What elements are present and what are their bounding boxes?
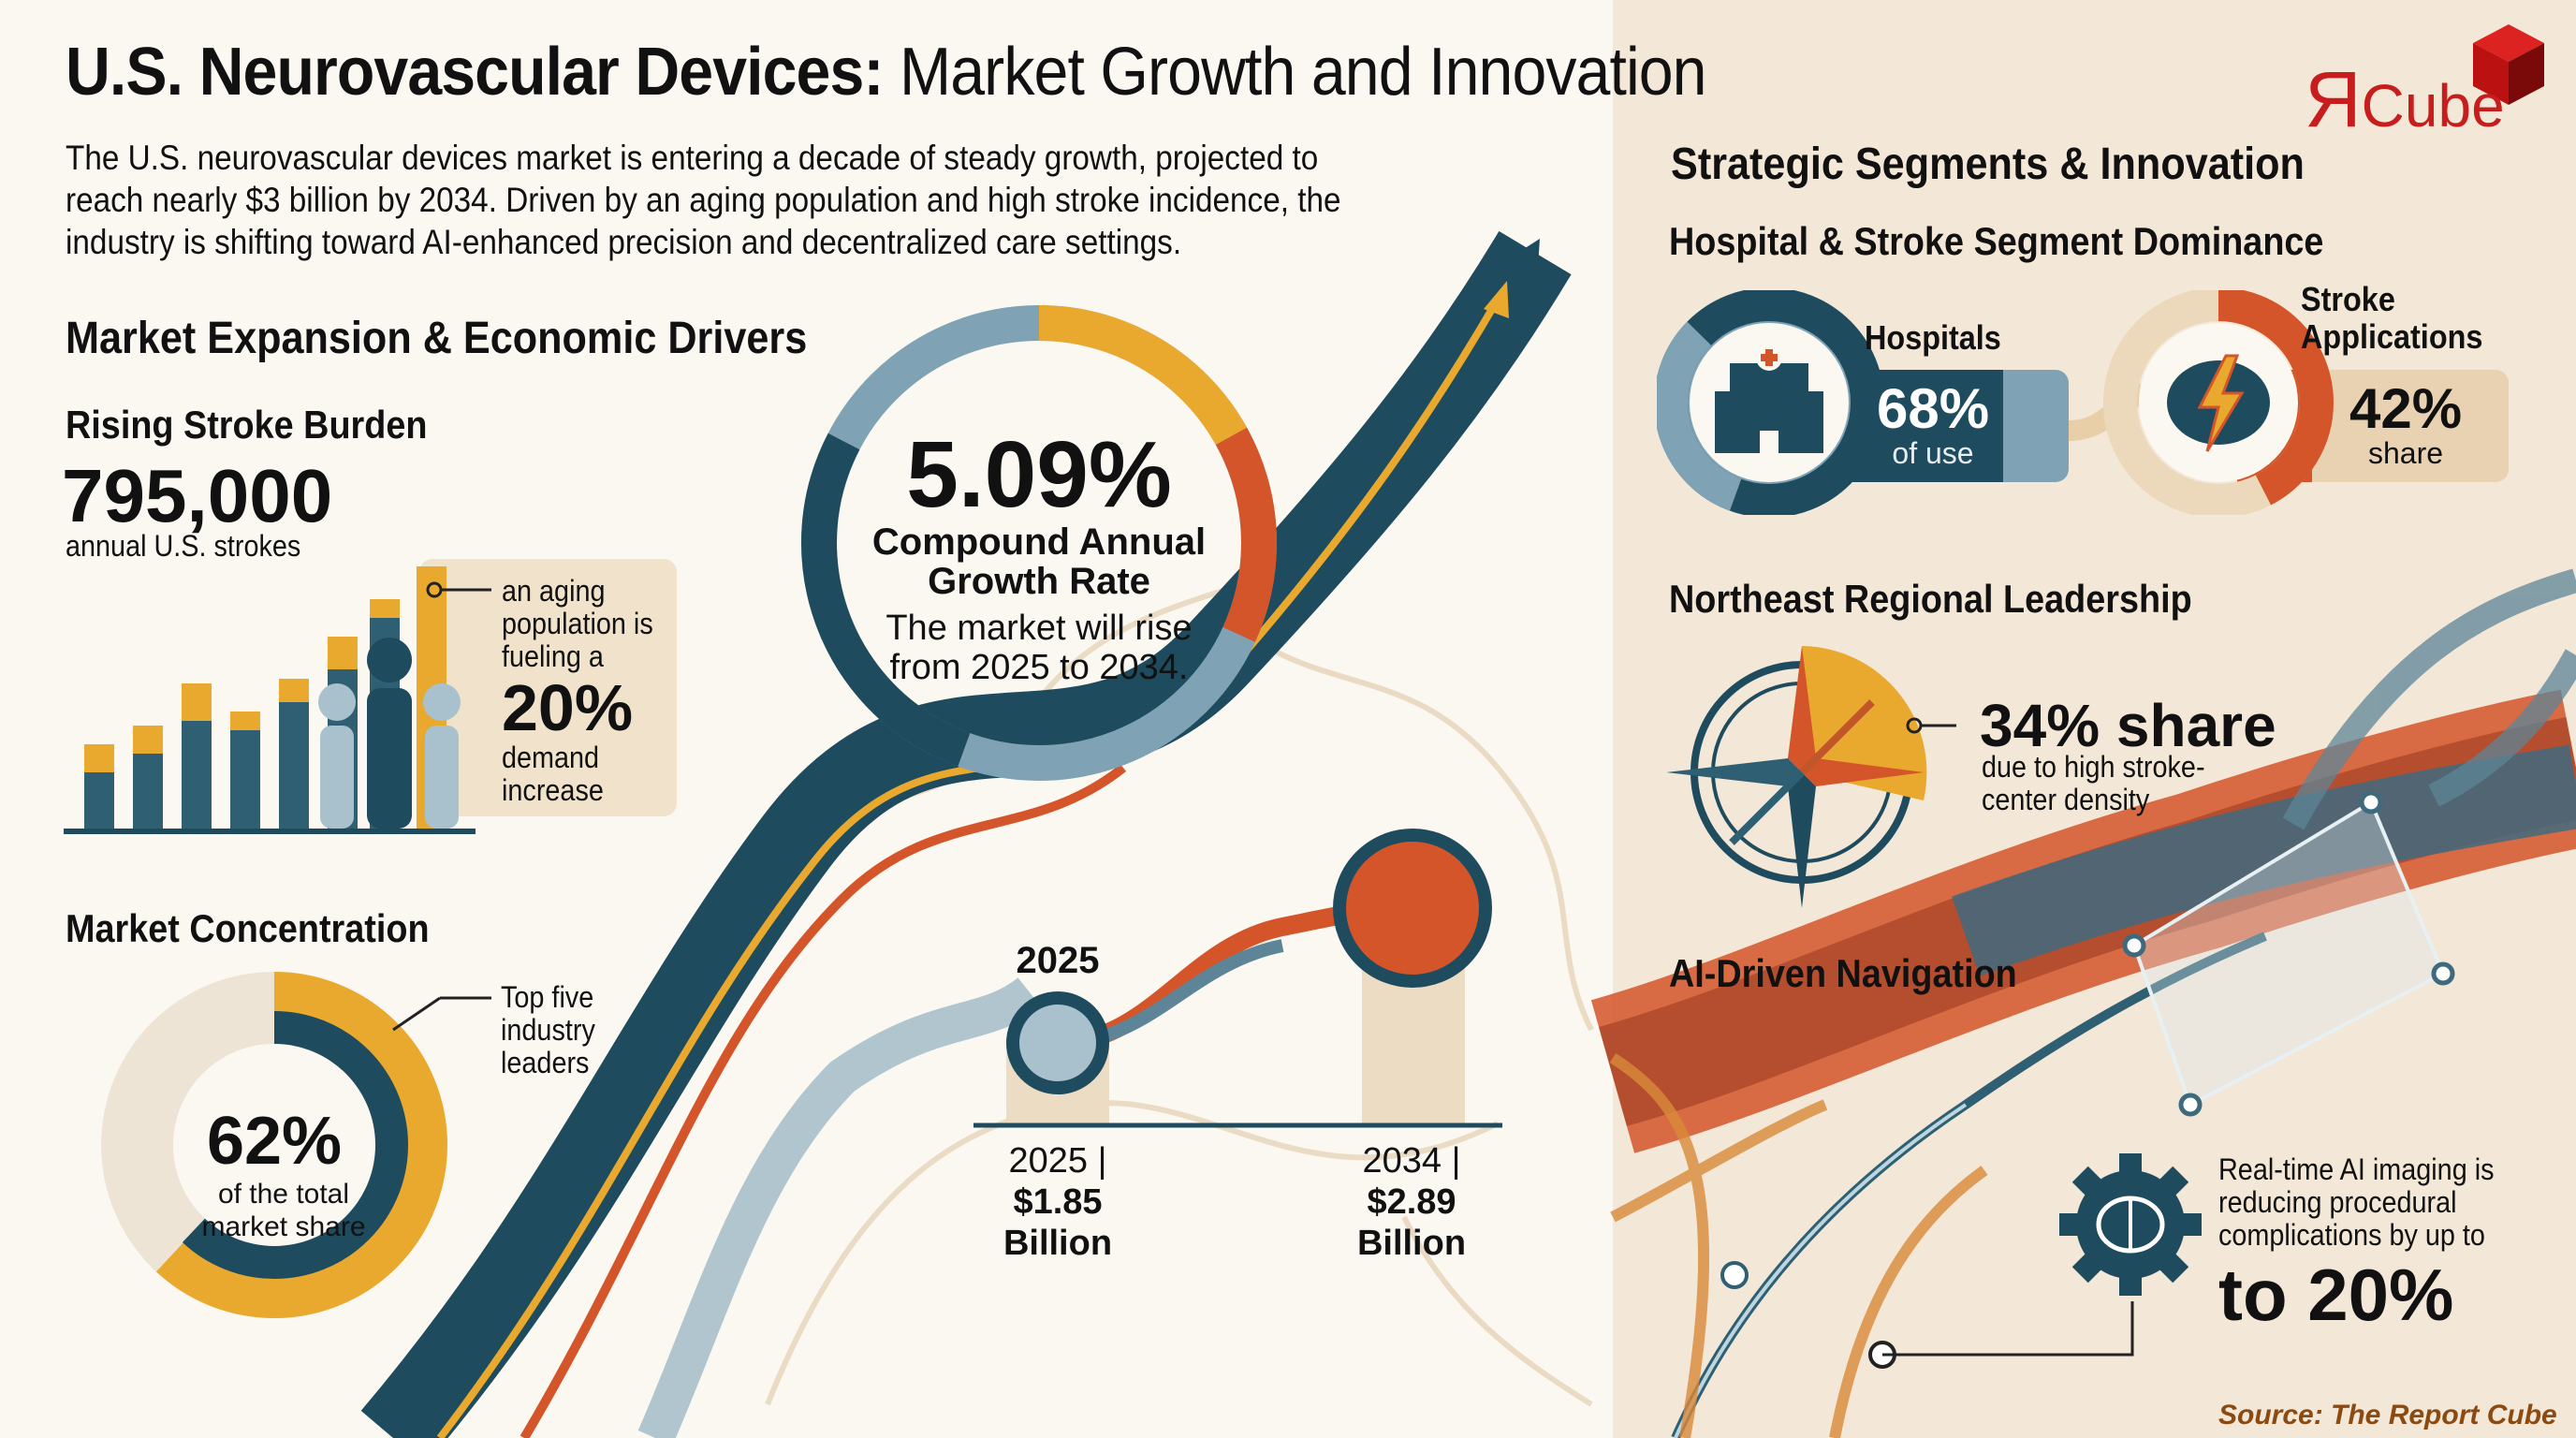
- title-regular: Market Growth and Innovation: [900, 35, 1707, 110]
- donut-segment-outer: [101, 972, 447, 1318]
- start-year: 2025 |: [1008, 1141, 1107, 1181]
- start-value: $1.85: [1013, 1182, 1103, 1222]
- marker-2025: [1006, 991, 1109, 1094]
- market-value-chart: [973, 829, 1502, 1128]
- stroke-applications-caption: share: [2367, 436, 2444, 470]
- region-title: Northeast Regional Leadership: [1669, 577, 2192, 621]
- concentration-value: 62%: [206, 1104, 343, 1179]
- cagr-label: Compound Annual Growth Rate: [871, 521, 1207, 602]
- ai-navigation-title: AI-Driven Navigation: [1669, 951, 2017, 995]
- compass-icon: [1666, 646, 1956, 908]
- end-unit: Billion: [1356, 1224, 1467, 1263]
- cagr-value: 5.09%: [906, 422, 1172, 527]
- top-five-callout: Top five industry leaders: [501, 980, 595, 1079]
- section-title-strategic: Strategic Segments & Innovation: [1671, 139, 2305, 189]
- end-value: $2.89: [1367, 1182, 1456, 1222]
- end-year: 2034 |: [1362, 1141, 1461, 1181]
- stroke-bar-chart-illustration: [64, 566, 491, 834]
- title-bold: U.S. Neurovascular Devices:: [66, 35, 884, 110]
- logo-text: Cube: [2361, 72, 2505, 139]
- segments-title: Hospital & Stroke Segment Dominance: [1669, 219, 2324, 263]
- market-concentration-donut: [101, 972, 491, 1318]
- aging-callout-text: an aging population is fueling a: [502, 574, 653, 673]
- stroke-count-value: 795,000: [62, 454, 333, 537]
- people-icon: [318, 638, 461, 829]
- stroke-applications-label: Stroke Applications: [2301, 280, 2483, 356]
- intro-paragraph: The U.S. neurovascular devices market is…: [66, 139, 1341, 261]
- stroke-count-caption: annual U.S. strokes: [66, 529, 301, 563]
- hospital-icon: [1715, 345, 1823, 453]
- demand-increase-value: 20%: [502, 671, 634, 744]
- cagr-ring: [801, 305, 1277, 781]
- aging-callout-box: [419, 559, 677, 816]
- ai-reduction-value: to 20%: [2218, 1254, 2454, 1336]
- hospitals-label: Hospitals: [1865, 318, 2001, 357]
- stroke-burden-title: Rising Stroke Burden: [66, 403, 428, 447]
- logo-letter: Я: [2305, 55, 2362, 143]
- concentration-caption: of the total market share: [201, 1179, 366, 1242]
- region-share-value: 34% share: [1980, 692, 2276, 759]
- logo: ЯCube: [2305, 54, 2505, 145]
- section-title-market-expansion: Market Expansion & Economic Drivers: [66, 314, 808, 363]
- source-credit: Source: The Report Cube: [2218, 1400, 2557, 1431]
- ai-caption: Real-time AI imaging is reducing procedu…: [2218, 1152, 2495, 1252]
- stroke-applications-value: 42%: [2349, 377, 2463, 440]
- region-caption: due to high stroke-center density: [1982, 750, 2205, 816]
- market-concentration-title: Market Concentration: [66, 906, 430, 950]
- marker-label-2025: 2025: [1016, 940, 1100, 981]
- start-value-label: 2025 | $1.85 Billion: [973, 1140, 1142, 1264]
- logo-cube-icon: [2473, 24, 2544, 105]
- brain-lightning-icon: [2167, 354, 2270, 452]
- demand-increase-caption: demand increase: [502, 741, 604, 807]
- hospitals-caption: of use: [1892, 436, 1974, 470]
- hospitals-value: 68%: [1876, 377, 1990, 440]
- donut-segment-inner: [140, 1011, 408, 1279]
- cagr-caption: The market will rise from 2025 to 2034.: [886, 609, 1193, 687]
- marker-2034: [1333, 829, 1492, 988]
- segments-illustration: [1657, 290, 2509, 515]
- end-value-label: 2034 | $2.89 Billion: [1327, 1140, 1496, 1264]
- page-title: U.S. Neurovascular Devices: Market Growt…: [66, 34, 1707, 110]
- ai-brain-gear-icon: [2059, 1153, 2202, 1296]
- start-unit: Billion: [1003, 1224, 1113, 1263]
